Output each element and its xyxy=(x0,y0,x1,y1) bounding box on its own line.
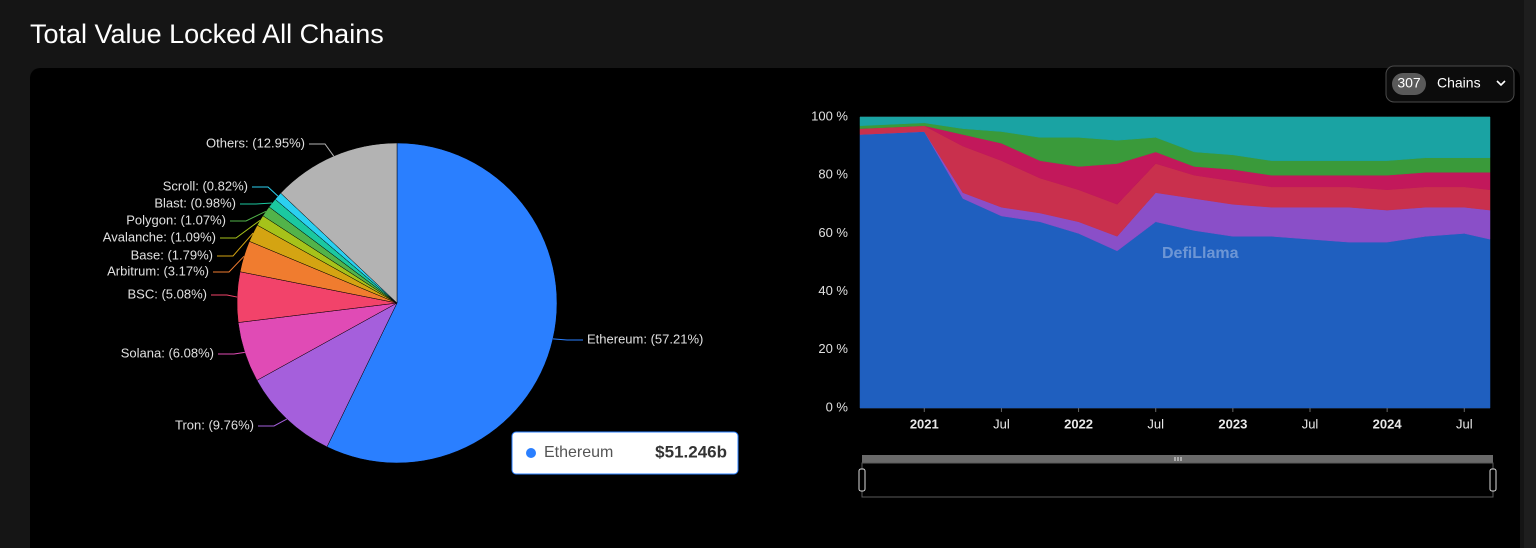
y-tick-label: 20 % xyxy=(818,341,848,356)
x-tick-label: Jul xyxy=(1147,416,1164,431)
y-tick-label: 0 % xyxy=(826,399,849,414)
slice-label: BSC: (5.08%) xyxy=(128,286,207,301)
x-tick-label: 2022 xyxy=(1064,416,1093,431)
chevron xyxy=(1496,80,1506,87)
y-tick-label: 60 % xyxy=(818,225,848,240)
x-tick-label: 2021 xyxy=(910,416,939,431)
leader-line xyxy=(258,418,288,427)
x-tick-label: Jul xyxy=(993,416,1010,431)
watermark: DefiLlama xyxy=(1162,245,1239,262)
chain-label: Chains xyxy=(1437,75,1481,91)
slice-label: Polygon: (1.07%) xyxy=(126,212,226,227)
x-tick-label: 2023 xyxy=(1218,416,1247,431)
slider-handle-right[interactable] xyxy=(1489,468,1497,492)
leader-line xyxy=(211,294,238,298)
leader-line xyxy=(213,255,245,273)
leader-line xyxy=(252,186,279,197)
area-band xyxy=(859,116,1491,161)
leader-line xyxy=(309,143,335,157)
count-pill xyxy=(1392,73,1426,95)
pie-chart: Ethereum: (57.21%) Tron: (9.76%) Solana: (… xyxy=(103,135,703,464)
y-tick-label: 80 % xyxy=(818,167,848,182)
x-tick-label: Jul xyxy=(1456,416,1473,431)
slice-label: Scroll: (0.82%) xyxy=(163,178,248,193)
slice-label: Base: (1.79%) xyxy=(131,247,213,262)
leader-line xyxy=(240,202,273,205)
slice-label: Blast: (0.98%) xyxy=(154,195,236,210)
chains-dropdown[interactable]: 307 Chains xyxy=(1385,65,1515,103)
leader-line xyxy=(230,210,267,222)
page-title: Total Value Locked All Chains xyxy=(30,19,384,49)
area-chart: 0 % 20 % 40 % 60 % 80 % 100 % 2021 Jul 2022 Jul 20… xyxy=(811,108,1491,431)
leader-line xyxy=(217,232,254,257)
y-tick-label: 40 % xyxy=(818,283,848,298)
slider-handle-left[interactable] xyxy=(858,468,866,492)
slice-label: Arbitrum: (3.17%) xyxy=(107,263,209,278)
slice-label: Solana: (6.08%) xyxy=(121,345,214,360)
tooltip-value: $51.246b xyxy=(655,442,727,461)
x-tick-label: 2024 xyxy=(1373,416,1403,431)
tooltip-box xyxy=(511,431,739,475)
y-tick-label: 100 % xyxy=(811,108,848,123)
tooltip-dot xyxy=(526,448,536,458)
chain-count: 307 xyxy=(1397,75,1421,91)
slice-label: Tron: (9.76%) xyxy=(175,417,254,432)
leader-line xyxy=(218,351,245,355)
slider-grip xyxy=(1174,457,1182,461)
pie-slice xyxy=(326,142,558,464)
slice-label: Avalanche: (1.09%) xyxy=(103,229,216,244)
slice-label: Others: (12.95%) xyxy=(206,135,305,150)
tooltip-label: Ethereum xyxy=(544,444,613,461)
leader-line xyxy=(220,219,261,239)
pie-slice xyxy=(280,142,398,304)
scrollbar xyxy=(1524,0,1536,548)
leader-line xyxy=(552,338,583,341)
range-slider[interactable] xyxy=(858,455,1497,498)
tooltip: Ethereum $51.246b xyxy=(511,431,739,475)
x-tick-label: Jul xyxy=(1302,416,1319,431)
slice-label: Ethereum: (57.21%) xyxy=(587,331,703,346)
